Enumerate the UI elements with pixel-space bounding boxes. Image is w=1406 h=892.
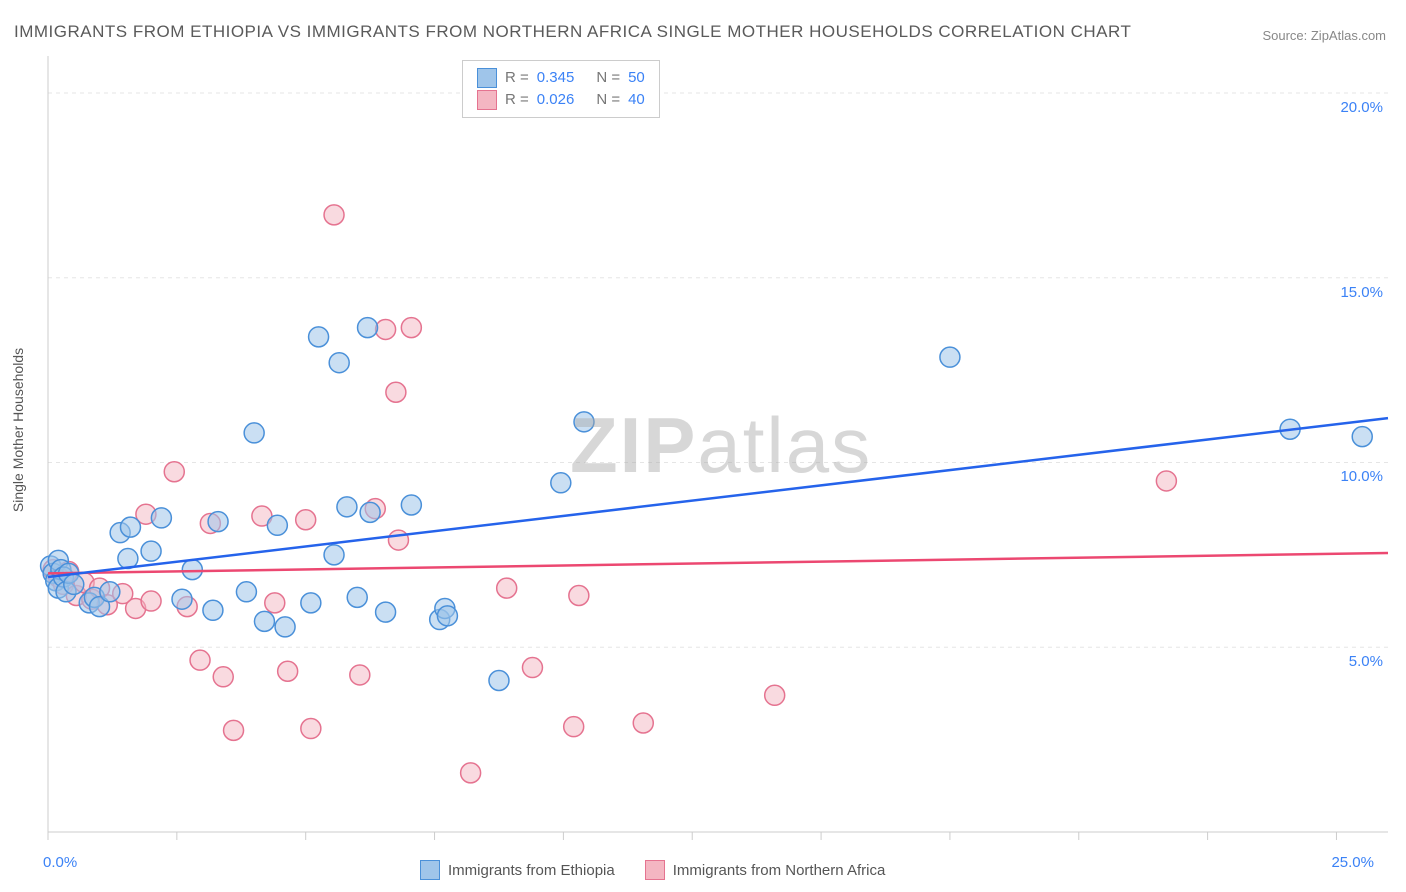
- legend-swatch: [420, 860, 440, 880]
- legend-series-item: Immigrants from Ethiopia: [420, 860, 615, 880]
- scatter-point: [203, 600, 223, 620]
- scatter-point: [347, 587, 367, 607]
- legend-series-label: Immigrants from Ethiopia: [448, 862, 615, 879]
- scatter-point: [569, 586, 589, 606]
- scatter-point: [522, 658, 542, 678]
- scatter-point: [141, 591, 161, 611]
- regression-line: [48, 553, 1388, 573]
- scatter-point: [120, 517, 140, 537]
- scatter-point: [489, 670, 509, 690]
- legend-n-label: N =: [596, 89, 620, 111]
- chart-container: IMMIGRANTS FROM ETHIOPIA VS IMMIGRANTS F…: [0, 0, 1406, 892]
- legend-stat-row: R = 0.345 N = 50: [477, 67, 645, 89]
- scatter-point: [401, 318, 421, 338]
- scatter-point: [376, 602, 396, 622]
- scatter-point: [151, 508, 171, 528]
- scatter-point: [254, 611, 274, 631]
- scatter-point: [437, 606, 457, 626]
- scatter-point: [301, 719, 321, 739]
- scatter-point: [497, 578, 517, 598]
- legend-swatch: [477, 90, 497, 110]
- scatter-point: [244, 423, 264, 443]
- y-tick-label: 20.0%: [1323, 99, 1383, 116]
- scatter-point: [360, 502, 380, 522]
- scatter-point: [164, 462, 184, 482]
- scatter-point: [301, 593, 321, 613]
- legend-series-label: Immigrants from Northern Africa: [673, 862, 886, 879]
- scatter-point: [224, 720, 244, 740]
- scatter-point: [278, 661, 298, 681]
- legend-n-value: 50: [628, 67, 645, 89]
- scatter-point: [1156, 471, 1176, 491]
- scatter-point: [633, 713, 653, 733]
- scatter-point: [551, 473, 571, 493]
- scatter-point: [1352, 427, 1372, 447]
- scatter-point: [213, 667, 233, 687]
- x-tick-label: 0.0%: [43, 854, 77, 871]
- scatter-point: [267, 515, 287, 535]
- legend-r-label: R =: [505, 89, 529, 111]
- scatter-point: [337, 497, 357, 517]
- legend-swatch: [645, 860, 665, 880]
- scatter-point: [358, 318, 378, 338]
- scatter-point: [765, 685, 785, 705]
- scatter-point: [350, 665, 370, 685]
- scatter-point: [324, 205, 344, 225]
- scatter-point: [329, 353, 349, 373]
- scatter-point: [376, 319, 396, 339]
- scatter-point: [940, 347, 960, 367]
- scatter-point: [64, 574, 84, 594]
- scatter-point: [265, 593, 285, 613]
- y-tick-label: 15.0%: [1323, 284, 1383, 301]
- scatter-point: [182, 560, 202, 580]
- x-tick-label: 25.0%: [1331, 854, 1374, 871]
- legend-stat-row: R = 0.026 N = 40: [477, 89, 645, 111]
- scatter-point: [461, 763, 481, 783]
- legend-swatch: [477, 68, 497, 88]
- scatter-point: [172, 589, 192, 609]
- legend-r-value: 0.026: [537, 89, 575, 111]
- scatter-point: [236, 582, 256, 602]
- chart-svg: [0, 0, 1406, 892]
- y-tick-label: 5.0%: [1323, 653, 1383, 670]
- y-tick-label: 10.0%: [1323, 468, 1383, 485]
- legend-series-item: Immigrants from Northern Africa: [645, 860, 886, 880]
- legend-n-value: 40: [628, 89, 645, 111]
- series-legend: Immigrants from Ethiopia Immigrants from …: [420, 860, 885, 880]
- scatter-point: [208, 512, 228, 532]
- correlation-legend: R = 0.345 N = 50 R = 0.026 N = 40: [462, 60, 660, 118]
- scatter-point: [574, 412, 594, 432]
- scatter-point: [388, 530, 408, 550]
- scatter-point: [190, 650, 210, 670]
- scatter-point: [386, 382, 406, 402]
- scatter-point: [309, 327, 329, 347]
- legend-n-label: N =: [596, 67, 620, 89]
- legend-r-label: R =: [505, 67, 529, 89]
- scatter-point: [324, 545, 344, 565]
- legend-r-value: 0.345: [537, 67, 575, 89]
- scatter-point: [141, 541, 161, 561]
- scatter-point: [100, 582, 120, 602]
- scatter-point: [401, 495, 421, 515]
- scatter-point: [296, 510, 316, 530]
- scatter-point: [564, 717, 584, 737]
- scatter-point: [275, 617, 295, 637]
